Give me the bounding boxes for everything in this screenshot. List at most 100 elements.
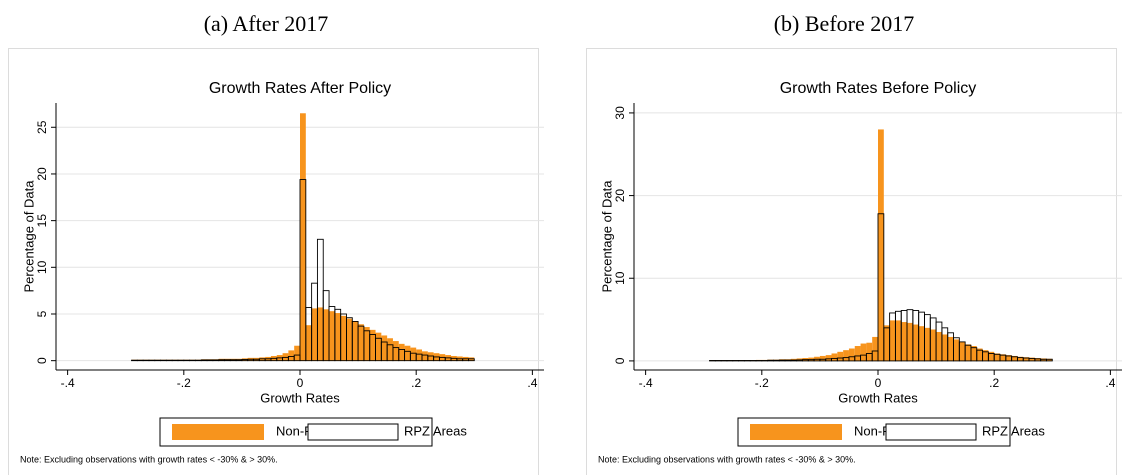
histogram-bar — [468, 358, 475, 362]
caption: (a) After 2017 — [204, 11, 329, 36]
y-tick-label: 0 — [613, 357, 627, 364]
histogram-bar — [994, 353, 1000, 361]
histogram-bar — [837, 351, 844, 361]
x-tick-label: -.2 — [177, 376, 191, 390]
histogram-bar — [334, 313, 341, 361]
histogram-bar — [1005, 355, 1012, 361]
histogram-bar — [918, 326, 925, 361]
histogram-bar — [200, 359, 208, 362]
x-tick-label: -.4 — [639, 376, 653, 390]
note: Note: Excluding observations with growth… — [20, 454, 278, 464]
panel — [8, 48, 539, 475]
histogram-bar — [416, 349, 422, 361]
histogram-bar — [346, 318, 353, 361]
y-axis-label: Percentage of Data — [599, 180, 614, 293]
y-tick-label: 10 — [35, 260, 49, 274]
histogram-bar — [375, 332, 382, 361]
x-tick-label: .4 — [527, 376, 537, 390]
y-tick-label: 20 — [35, 167, 49, 181]
histogram-bar — [854, 346, 861, 361]
histogram-bar — [1023, 357, 1030, 361]
legend-swatch — [885, 423, 977, 441]
x-tick-label: 0 — [875, 376, 882, 390]
chart-title: Growth Rates Before Policy — [780, 80, 977, 97]
x-tick-label: .4 — [1105, 376, 1115, 390]
histogram-bar — [1046, 358, 1053, 362]
histogram-bar — [872, 336, 878, 361]
histogram-bar — [1029, 357, 1035, 361]
histogram-bar — [848, 348, 855, 361]
histogram-bar — [878, 129, 884, 361]
histogram-bar — [392, 341, 399, 361]
histogram-bar — [1017, 356, 1024, 361]
histogram-bar — [901, 322, 908, 361]
histogram-bar — [305, 325, 312, 361]
histogram-bar — [398, 343, 405, 361]
panel — [586, 48, 1117, 475]
x-tick-label: .2 — [989, 376, 999, 390]
histogram-bar — [1046, 358, 1053, 361]
histogram-bar — [294, 345, 300, 361]
histogram-bar — [1034, 358, 1041, 361]
histogram-bar — [965, 344, 971, 361]
histogram-bar — [381, 335, 388, 361]
histogram-bar — [982, 350, 989, 361]
histogram-bar — [772, 359, 780, 362]
x-axis-label: Growth Rates — [260, 390, 340, 405]
histogram-bar — [860, 343, 867, 361]
histogram-bar — [953, 339, 960, 361]
histogram-bar — [340, 315, 347, 361]
histogram-bar — [778, 359, 786, 362]
x-tick-label: -.2 — [755, 376, 769, 390]
histogram-bar — [883, 325, 890, 361]
histogram-bar — [352, 321, 359, 361]
histogram-bar — [941, 334, 948, 361]
x-tick-label: -.4 — [61, 376, 75, 390]
histogram-bar — [843, 350, 849, 361]
histogram-bar — [206, 359, 214, 362]
x-tick-label: .2 — [411, 376, 421, 390]
y-tick-label: 30 — [613, 106, 627, 120]
histogram-bar — [907, 322, 913, 361]
histogram-bar — [369, 329, 376, 361]
y-tick-label: 0 — [35, 357, 49, 364]
histogram-bar — [866, 342, 873, 361]
histogram-bar — [427, 352, 434, 361]
y-tick-label: 15 — [35, 214, 49, 228]
histogram-bar — [831, 353, 838, 361]
x-axis-label: Growth Rates — [838, 390, 918, 405]
histogram-bar — [358, 324, 364, 361]
legend-swatch — [172, 424, 264, 440]
histogram-bar — [930, 329, 937, 361]
histogram-bar — [790, 359, 798, 362]
histogram-bar — [877, 213, 885, 362]
histogram-bar — [311, 308, 318, 361]
histogram-bar — [410, 347, 417, 361]
histogram-bar — [300, 113, 306, 361]
histogram-bar — [895, 320, 902, 361]
histogram-bar — [329, 311, 335, 361]
histogram-bar — [825, 355, 832, 361]
histogram-bar — [924, 327, 931, 361]
histogram-bar — [784, 359, 792, 362]
histogram-bar — [970, 346, 977, 361]
legend-label: RPZ Areas — [982, 423, 1045, 438]
histogram-bar — [988, 351, 995, 361]
histogram-bar — [767, 359, 774, 362]
histogram-bar — [212, 359, 220, 362]
y-tick-label: 20 — [613, 189, 627, 203]
y-tick-label: 10 — [613, 271, 627, 285]
histogram-bar — [819, 355, 826, 361]
histogram-bar — [404, 345, 411, 361]
histogram-bar — [282, 353, 289, 361]
histogram-bar — [947, 336, 954, 361]
y-axis-label: Percentage of Data — [21, 180, 36, 293]
y-tick-label: 25 — [35, 120, 49, 134]
histogram-bar — [936, 331, 942, 361]
histogram-bar — [889, 320, 896, 361]
histogram-bar — [387, 338, 393, 361]
histogram-bar — [317, 307, 324, 361]
histogram-bar — [1000, 354, 1006, 361]
chart-title: Growth Rates After Policy — [209, 80, 391, 97]
